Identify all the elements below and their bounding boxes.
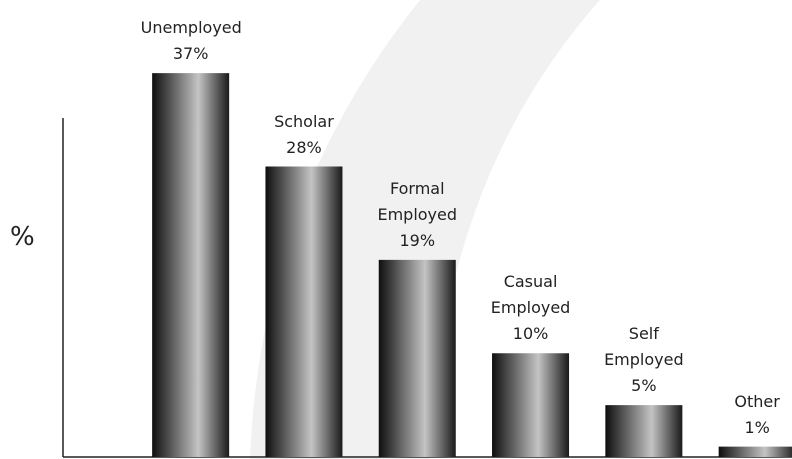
value-label: 10% [512, 324, 549, 344]
bar-label: Unemployed 37% [140, 15, 242, 67]
value-label: 19% [399, 230, 436, 250]
category-label: Other [734, 391, 780, 411]
value-label: 1% [744, 417, 770, 437]
bar [605, 405, 683, 457]
y-axis-label: % [10, 222, 35, 252]
value-label: 28% [286, 137, 322, 157]
bar-label: Formal Employed 19% [367, 176, 467, 254]
bar-label: Casual Employed 10% [481, 269, 581, 347]
category-label: Unemployed [140, 18, 242, 38]
category-label: Scholar [274, 111, 334, 131]
bar [378, 259, 456, 457]
bar-label: Self Employed 5% [594, 321, 694, 399]
bar [492, 353, 570, 457]
bar-label: Other 1% [707, 389, 792, 441]
value-label: 37% [172, 44, 209, 64]
bar-label: Scholar 28% [254, 109, 354, 161]
category-label: Self Employed [604, 324, 684, 370]
value-label: 5% [631, 376, 657, 396]
category-label: Formal Employed [377, 178, 458, 224]
category-label: Casual Employed [490, 272, 571, 318]
bar [718, 446, 792, 457]
bar [152, 73, 230, 457]
bar [265, 166, 343, 457]
